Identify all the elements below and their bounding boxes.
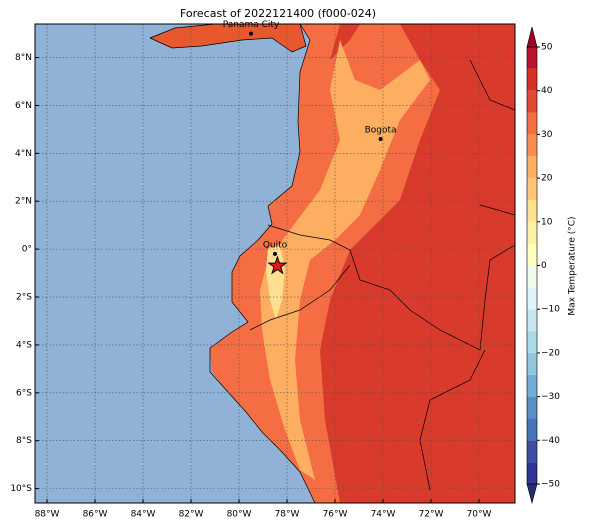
y-tick-label: 2°S [16, 293, 32, 303]
colorbar-band [527, 156, 537, 179]
x-tick-label: 74°W [371, 510, 396, 520]
colorbar-tick-label: 40 [541, 86, 553, 96]
x-tick-label: 84°W [131, 510, 156, 520]
x-tick-label: 78°W [275, 510, 300, 520]
colorbar-tick-label: 0 [541, 261, 547, 271]
colorbar-band [527, 462, 537, 484]
map-frame [34, 23, 516, 504]
colorbar-band [527, 396, 537, 419]
x-tick-label: 82°W [179, 510, 204, 520]
colorbar-band [527, 374, 537, 397]
colorbar-band [527, 112, 537, 135]
colorbar-extend-bottom [526, 483, 538, 505]
colorbar-label: Max Temperature (°C) [568, 216, 578, 315]
colorbar-band [527, 134, 537, 157]
colorbar-tick-label: 20 [541, 174, 553, 184]
city-label: Panama City [223, 20, 280, 30]
colorbar-tick-label: −20 [541, 348, 560, 358]
city-label: Quito [263, 240, 288, 250]
colorbar-tick-label: −40 [541, 436, 560, 446]
y-tick-label: 8°N [15, 53, 32, 63]
colorbar-band [527, 243, 537, 266]
colorbar-band [527, 331, 537, 353]
x-tick-label: 70°W [467, 510, 492, 520]
colorbar-band [527, 221, 537, 244]
x-tick-label: 76°W [323, 510, 348, 520]
colorbar-band [527, 440, 537, 463]
colorbar-band [527, 265, 537, 288]
location-star [267, 255, 288, 275]
y-tick-label: 6°S [16, 388, 32, 398]
colorbar-tick-label: −10 [541, 305, 560, 315]
land-panama [150, 24, 306, 52]
colorbar-tick-label: 10 [541, 217, 553, 227]
borders [149, 24, 515, 503]
colorbar-tick-label: 30 [541, 130, 553, 140]
colorbar-band [527, 90, 537, 113]
x-tick-label: 86°W [83, 510, 108, 520]
y-tick-label: 0° [22, 245, 32, 255]
colorbar-extend-top [526, 26, 538, 48]
colorbar-band [527, 68, 537, 91]
y-tick-label: 4°S [16, 340, 32, 350]
colorbar-band [527, 287, 537, 310]
city-dot [273, 251, 277, 256]
colorbar-tick-label: −50 [541, 480, 560, 490]
hot-zone [260, 40, 430, 480]
colorbar-band [527, 178, 537, 200]
map-title: Forecast of 2022121400 (f000-024) [180, 7, 376, 20]
y-tick-label: 10°S [10, 484, 32, 494]
map-area [35, 24, 515, 503]
x-tick-label: 80°W [227, 510, 252, 520]
city-label: Bogota [365, 125, 397, 135]
y-tick-label: 6°N [15, 101, 32, 111]
colorbar-band [527, 418, 537, 441]
x-tick-label: 72°W [419, 510, 444, 520]
colorbar-band [527, 199, 537, 222]
x-tick-label: 88°W [35, 510, 60, 520]
y-tick-label: 2°N [15, 197, 32, 207]
colorbar-band [527, 352, 537, 375]
city-dot [378, 136, 383, 141]
y-tick-label: 4°N [15, 149, 32, 159]
colorbar-band [527, 47, 537, 69]
y-tick-label: 8°S [16, 436, 32, 446]
colorbar-band [527, 309, 537, 332]
colorbar-tick-label: 50 [541, 43, 553, 53]
colorbar-tick-label: −30 [541, 392, 560, 402]
city-dot [249, 31, 253, 36]
